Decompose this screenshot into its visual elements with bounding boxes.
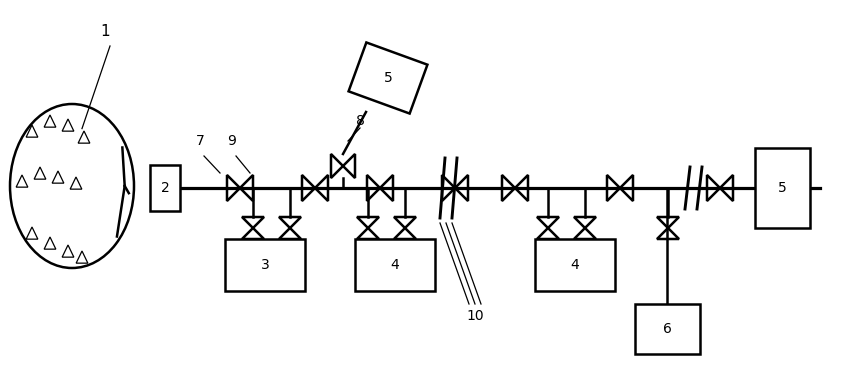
Text: 6: 6 [662,322,671,336]
Text: 9: 9 [227,134,236,148]
Text: 8: 8 [355,114,364,128]
Bar [355,239,434,291]
Text: 4: 4 [390,258,399,272]
Bar [635,304,699,354]
Text: 2: 2 [160,181,169,195]
Bar [754,148,809,228]
Text: 4: 4 [570,258,578,272]
Text: 5: 5 [383,71,392,85]
Text: 1: 1 [100,23,110,38]
Bar [150,165,180,211]
Text: 10: 10 [466,309,484,323]
Text: 3: 3 [260,258,269,272]
Text: 5: 5 [777,181,786,195]
Bar [348,42,427,114]
Text: 7: 7 [195,134,204,148]
Bar [224,239,305,291]
Bar [534,239,614,291]
